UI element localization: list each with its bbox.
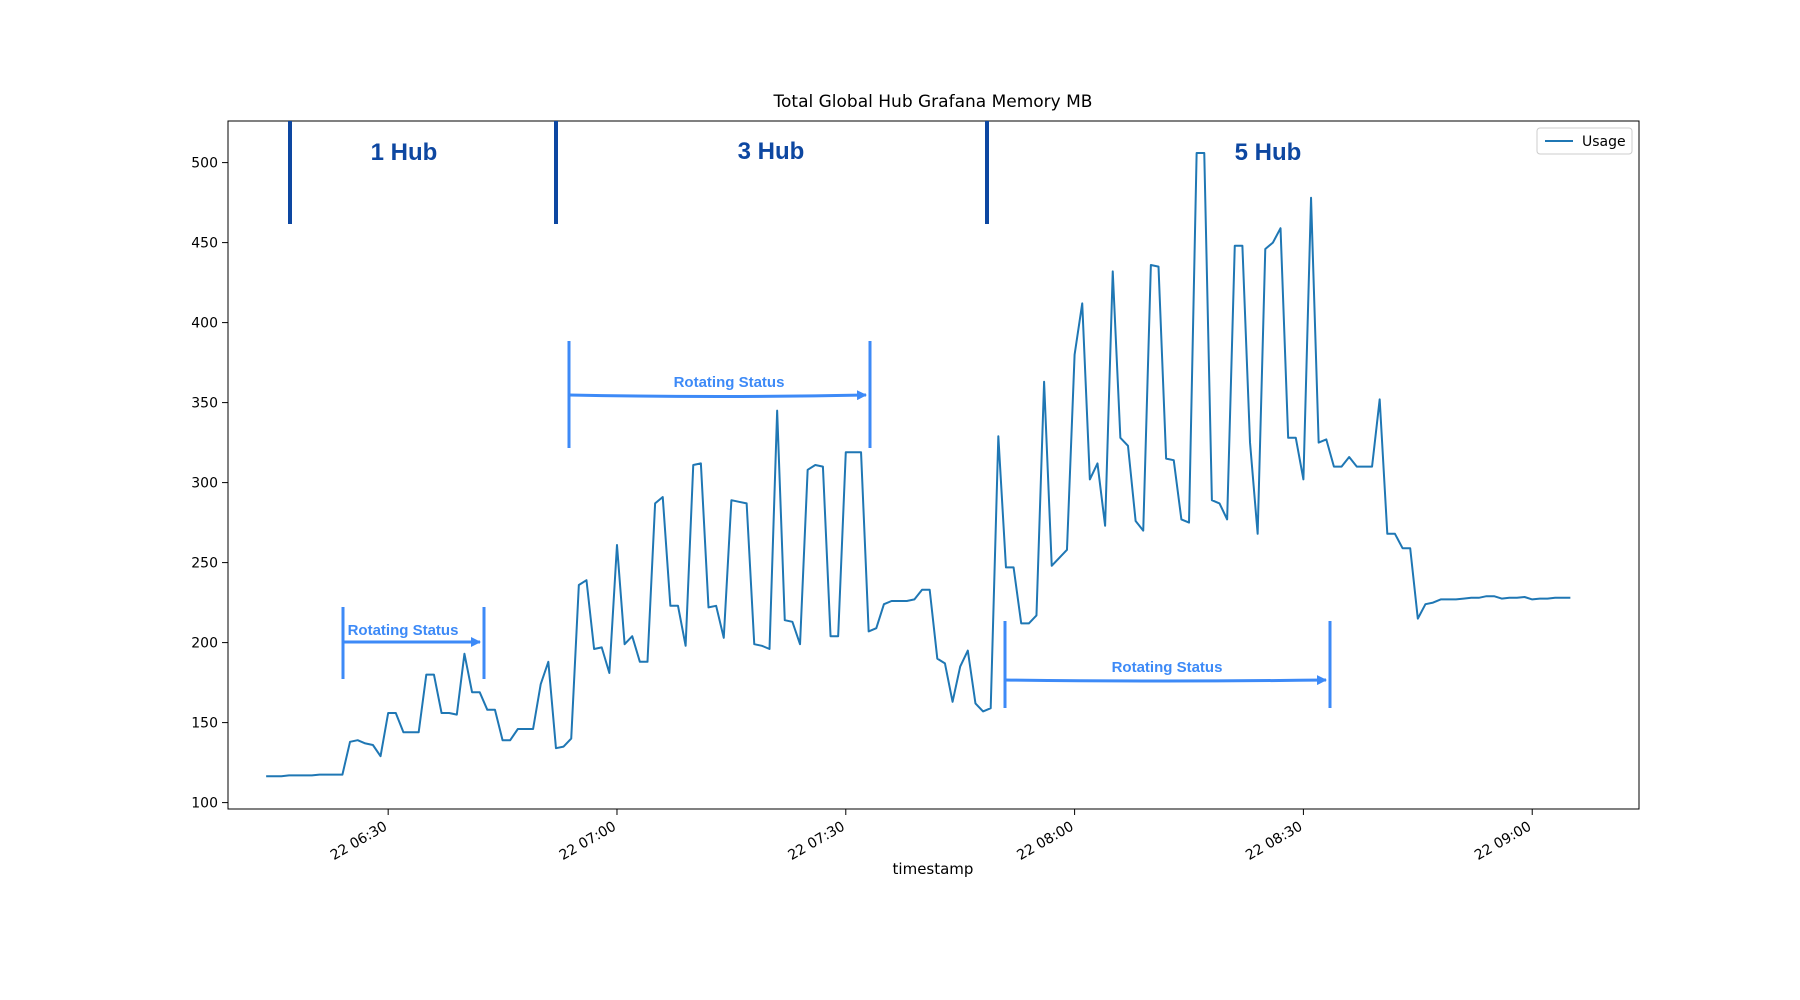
rotating-label: Rotating Status: [674, 374, 785, 391]
y-tick-label: 100: [191, 796, 218, 812]
y-tick-label: 350: [191, 396, 218, 412]
chart-title: Total Global Hub Grafana Memory MB: [773, 92, 1093, 112]
plot-frame: [227, 120, 1640, 810]
y-tick-label: 450: [191, 236, 218, 252]
legend: Usage: [1536, 127, 1633, 155]
y-tick-label: 300: [191, 476, 218, 492]
rotating-label: Rotating Status: [1112, 659, 1223, 676]
legend-box: [1536, 127, 1633, 155]
y-tick-label: 400: [191, 316, 218, 332]
y-tick-label: 150: [191, 716, 218, 732]
y-tick-label: 200: [191, 636, 218, 652]
rotating-label: Rotating Status: [348, 622, 459, 639]
data-line: [266, 152, 1571, 778]
hub-label: 3 Hub: [738, 138, 805, 165]
hub-label: 1 Hub: [371, 139, 438, 166]
arrow: [568, 390, 867, 401]
arrow: [1004, 675, 1327, 686]
legend-label: Usage: [1582, 134, 1626, 150]
x-axis-label: timestamp: [893, 860, 974, 878]
y-tick-label: 500: [191, 156, 218, 172]
hub-label: 5 Hub: [1235, 139, 1302, 166]
y-tick-label: 250: [191, 556, 218, 572]
annotations: 1 Hub 3 Hub 5 Hub Rotating Status Rotati…: [288, 121, 1332, 708]
